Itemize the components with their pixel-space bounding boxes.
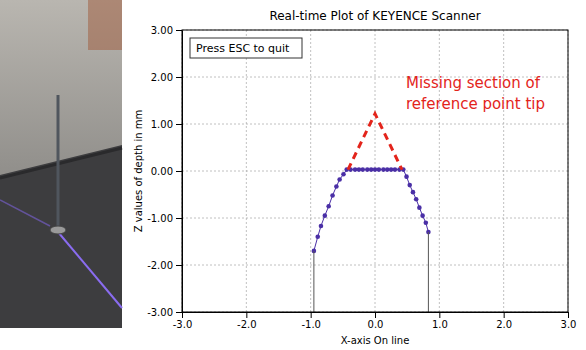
tick-mark (176, 265, 182, 266)
tick-mark (176, 218, 182, 219)
point (334, 184, 339, 189)
info-box: Press ESC to quit (190, 38, 302, 58)
tick: 1.0 (432, 312, 448, 330)
tick: 3.00 (151, 25, 182, 36)
tick-mark (176, 77, 182, 78)
point (414, 197, 419, 202)
photo-machine (88, 0, 122, 50)
grid-line (182, 124, 568, 125)
info-text: Press ESC to quit (196, 42, 290, 55)
tick: 3.0 (561, 312, 577, 330)
tick: 2.0 (496, 312, 512, 330)
tick-mark (439, 312, 440, 318)
series-line (428, 232, 429, 312)
tick: 0.0 (368, 312, 384, 330)
tick-label: 3.00 (151, 25, 173, 36)
tick: -1.0 (301, 312, 321, 330)
tick: -2.00 (147, 260, 182, 271)
point (411, 190, 416, 195)
series-line (314, 170, 429, 251)
tick-label: 0.00 (151, 166, 173, 177)
x-axis-label: X-axis On line (341, 335, 410, 346)
tick: -3.0 (173, 312, 193, 330)
tick-mark (311, 312, 312, 318)
tick-mark (504, 312, 505, 318)
photo-laser (0, 200, 50, 226)
tick: 1.00 (151, 119, 182, 130)
tick-label: -3.00 (147, 307, 173, 318)
tick-mark (375, 312, 376, 318)
point (315, 235, 320, 240)
dashed-line (348, 114, 402, 170)
plot-area (312, 114, 431, 312)
point (420, 213, 425, 218)
point (424, 220, 429, 225)
annotation: reference point tip (406, 95, 545, 113)
tick: -1.00 (147, 213, 182, 224)
tick-mark (182, 312, 183, 318)
photo-pin (57, 95, 60, 228)
page: -3.0 -2.0 -1.0 0.0 1.0 2.0 3.0 -3.00 -2.00 -1.00 0… (0, 0, 586, 350)
point (319, 224, 324, 229)
tick-label: 3.0 (561, 319, 577, 330)
y-axis-label: Z values of depth in mm (133, 110, 144, 233)
tick-mark (176, 124, 182, 125)
tick: 0.00 (151, 166, 182, 177)
tick-label: -2.0 (237, 319, 257, 330)
y-axis: -3.00 -2.00 -1.00 0.00 1.00 2.00 3.00 (147, 25, 182, 318)
photo-background (0, 0, 122, 328)
photo-washer (50, 226, 66, 234)
photo-edge (0, 148, 122, 178)
point (337, 177, 342, 182)
info-box-frame (190, 38, 302, 58)
plot-frame (182, 30, 568, 312)
point (330, 193, 335, 198)
point (323, 213, 328, 218)
photo-surface (0, 145, 122, 328)
x-axis: -3.0 -2.0 -1.0 0.0 1.0 2.0 3.0 (173, 312, 577, 330)
grid-line (182, 265, 568, 266)
point (417, 205, 422, 210)
tick-mark (176, 30, 182, 31)
tick-mark (176, 312, 182, 313)
point (404, 174, 409, 179)
tick-mark (568, 312, 569, 318)
point (393, 167, 398, 172)
point (341, 172, 346, 177)
annotation: Missing section of (406, 74, 541, 92)
tick-label: -2.00 (147, 260, 173, 271)
point (407, 183, 412, 188)
tick-mark (176, 171, 182, 172)
tick-label: -1.00 (147, 213, 173, 224)
grid-line (182, 218, 568, 219)
point (377, 167, 382, 172)
point (360, 167, 365, 172)
series-line (313, 251, 314, 312)
tick: -3.00 (147, 307, 182, 318)
point (326, 204, 331, 209)
title: Real-time Plot of KEYENCE Scanner (269, 9, 480, 23)
tick-label: -3.0 (173, 319, 193, 330)
tick-label: 1.00 (151, 119, 173, 130)
tick-label: 2.0 (496, 319, 512, 330)
photo-laser (58, 232, 122, 308)
tick: 2.00 (151, 72, 182, 83)
tick-label: 0.0 (368, 319, 384, 330)
tick-label: 2.00 (151, 72, 173, 83)
grid (182, 30, 568, 312)
photo (0, 0, 122, 328)
tick: -2.0 (237, 312, 257, 330)
tick-label: 1.0 (432, 319, 448, 330)
tick-label: -1.0 (301, 319, 321, 330)
tick-mark (246, 312, 247, 318)
